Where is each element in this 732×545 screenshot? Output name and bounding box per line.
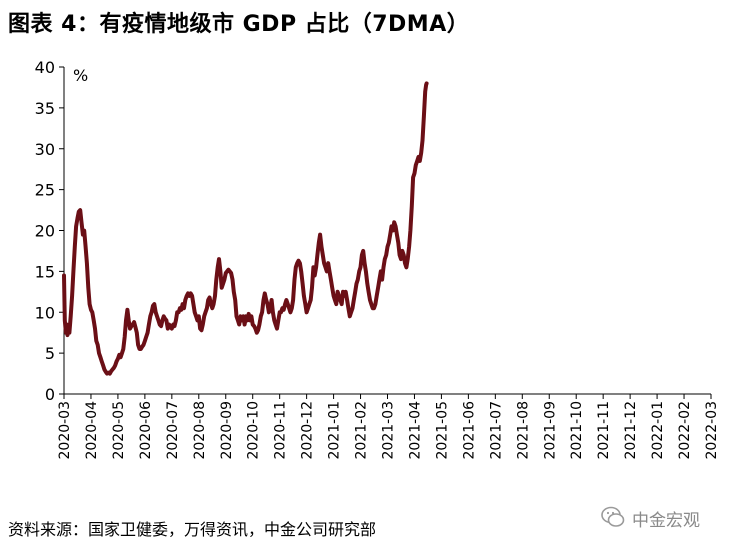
- x-tick-label: 2021-04: [407, 401, 423, 460]
- x-tick-label: 2021-02: [354, 401, 370, 460]
- x-tick-label: 2021-01: [327, 401, 343, 460]
- y-tick-label: 35: [35, 99, 55, 118]
- x-tick-label: 2022-02: [677, 401, 693, 460]
- x-tick-label: 2021-08: [515, 401, 531, 460]
- y-axis: 0 5 10 15 20 25 30 35 40: [35, 58, 65, 404]
- x-tick-label: 2021-10: [569, 401, 585, 460]
- y-tick-label: 40: [35, 58, 55, 77]
- y-tick-label: 5: [45, 344, 55, 363]
- x-tick-label: 2020-11: [273, 401, 289, 460]
- x-tick-label: 2020-05: [111, 401, 127, 460]
- x-tick-label: 2021-12: [623, 401, 639, 460]
- x-tick-label: 2021-03: [381, 401, 397, 460]
- y-tick-label: 10: [35, 303, 55, 322]
- series-line: [62, 81, 429, 376]
- plot-series: [62, 81, 429, 376]
- x-tick-label: 2020-10: [246, 401, 262, 460]
- x-tick-label: 2020-04: [84, 401, 100, 460]
- x-tick-label: 2020-06: [138, 401, 154, 460]
- watermark-text: 中金宏观: [632, 511, 700, 531]
- wechat-icon: [601, 506, 625, 527]
- x-axis: 2020-03 2020-04 2020-05 2020-06 2020-07 2020-…: [57, 393, 720, 460]
- y-tick-label: 15: [35, 262, 55, 281]
- x-tick-label: 2021-11: [596, 401, 612, 460]
- x-tick-label: 2021-06: [461, 401, 477, 460]
- x-tick-label: 2020-09: [219, 401, 235, 460]
- watermark: 中金宏观: [596, 500, 726, 536]
- y-tick-label: 30: [35, 140, 55, 159]
- x-tick-label: 2022-03: [704, 401, 720, 460]
- x-tick-label: 2021-05: [434, 401, 450, 460]
- x-tick-label: 2022-01: [650, 401, 666, 460]
- source-note: 资料来源：国家卫健委，万得资讯，中金公司研究部: [8, 520, 377, 539]
- x-tick-label: 2020-03: [57, 401, 73, 460]
- x-tick-label: 2020-08: [192, 401, 208, 460]
- y-tick-label: 25: [35, 181, 55, 200]
- chart-title: 图表 4：有疫情地级市 GDP 占比（7DMA）: [8, 12, 470, 37]
- x-tick-label: 2021-07: [488, 401, 504, 460]
- x-tick-label: 2020-12: [300, 401, 316, 460]
- x-tick-label: 2020-07: [165, 401, 181, 460]
- y-tick-label: 0: [45, 385, 55, 404]
- y-tick-label: 20: [35, 222, 55, 241]
- x-tick-label: 2021-09: [542, 401, 558, 460]
- y-axis-unit: %: [73, 66, 88, 85]
